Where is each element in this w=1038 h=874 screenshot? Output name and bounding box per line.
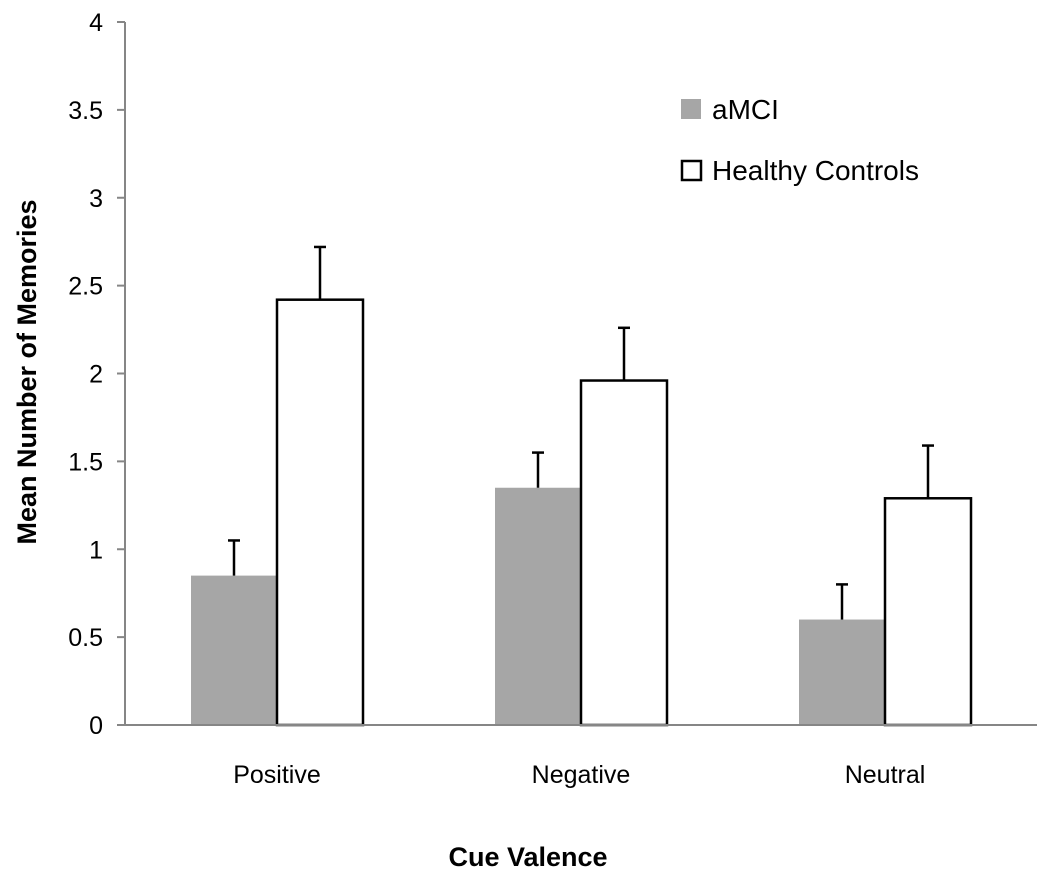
legend: aMCI Healthy Controls <box>680 94 919 186</box>
y-tick-label: 2.5 <box>68 273 103 301</box>
bar-healthy-controls-neutral <box>883 497 973 727</box>
bar-amci-negative <box>495 487 581 725</box>
x-tick-label-positive: Positive <box>233 761 321 789</box>
y-tick-label: 0 <box>89 712 103 740</box>
x-axis-tick-labels: Positive Negative Neutral <box>233 761 925 789</box>
error-bars-group <box>228 245 934 620</box>
legend-label-amci: aMCI <box>712 94 779 125</box>
y-tick-label: 2 <box>89 361 103 389</box>
y-tick-label: 0.5 <box>68 624 103 652</box>
bar-amci-neutral <box>799 619 885 725</box>
bar-healthy-controls-negative <box>579 379 669 727</box>
y-tick-label: 4 <box>89 9 103 37</box>
bar-amci-positive <box>191 575 277 725</box>
bar-healthy-controls-positive <box>275 298 365 727</box>
legend-label-healthy-controls: Healthy Controls <box>712 155 919 186</box>
y-tick-label: 1 <box>89 536 103 564</box>
legend-swatch-amci <box>681 99 701 119</box>
x-tick-label-negative: Negative <box>532 761 631 789</box>
x-tick-label-neutral: Neutral <box>845 761 926 789</box>
x-axis-title: Cue Valence <box>448 842 607 872</box>
legend-swatch-healthy-controls <box>680 159 703 182</box>
y-axis-title: Mean Number of Memories <box>12 199 42 544</box>
y-tick-label: 1.5 <box>68 448 103 476</box>
y-tick-label: 3.5 <box>68 97 103 125</box>
y-tick-label: 3 <box>89 185 103 213</box>
bars-group <box>191 298 973 727</box>
y-axis-ticks: 0 0.5 1 1.5 2 2.5 3 3.5 4 <box>68 9 125 740</box>
